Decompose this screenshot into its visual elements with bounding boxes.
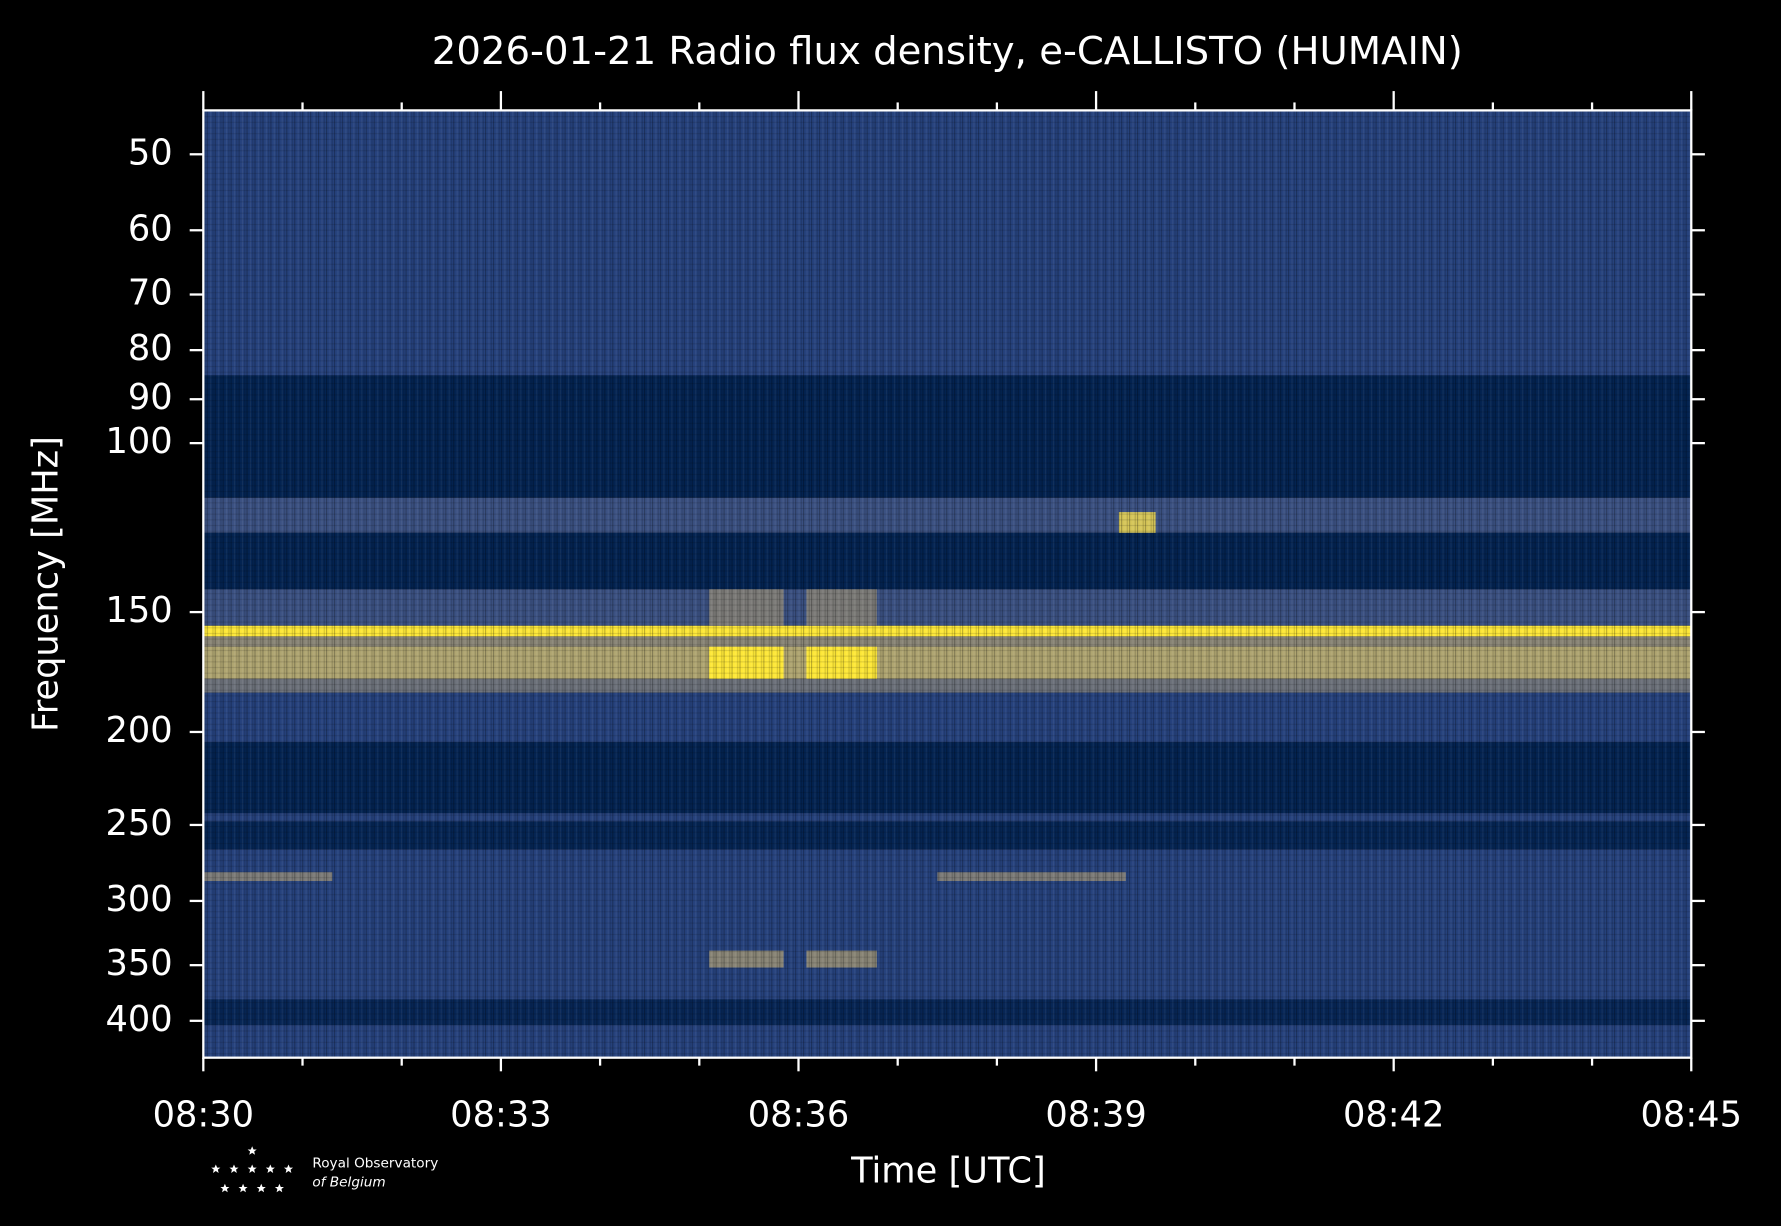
frame (202, 109, 1693, 1059)
x-tick-label: 08:42 (1343, 1095, 1444, 1136)
x-tick-label: 08:36 (748, 1095, 849, 1136)
y-tick-label: 350 (105, 943, 172, 984)
y-tick-label: 90 (128, 377, 173, 418)
texture (203, 110, 1692, 1058)
chart-title: 2026-01-21 Radio flux density, e-CALLIST… (432, 29, 1463, 74)
logo-text: of Belgium (312, 1175, 385, 1191)
y-tick-label: 300 (105, 879, 172, 920)
y-tick-label: 400 (105, 999, 172, 1040)
y-tick-label: 50 (128, 132, 173, 173)
y-tick-label: 70 (128, 273, 173, 314)
y-axis-label: Frequency [MHz] (26, 436, 67, 732)
y-tick-label: 100 (105, 421, 172, 462)
x-tick-label: 08:33 (450, 1095, 551, 1136)
y-tick-label: 200 (105, 710, 172, 751)
x-tick-label: 08:39 (1045, 1095, 1146, 1136)
logo-text: Royal Observatory (312, 1155, 438, 1171)
x-tick-label: 08:45 (1641, 1095, 1742, 1136)
y-tick-label: 80 (128, 328, 173, 369)
x-axis-label: Time [UTC] (850, 1150, 1046, 1191)
logo: Royal Observatory of Belgium (211, 1146, 438, 1193)
x-tick-label: 08:30 (153, 1095, 254, 1136)
y-tick-label: 250 (105, 803, 172, 844)
y-tick-label: 60 (128, 208, 173, 249)
y-tick-label: 150 (105, 590, 172, 631)
